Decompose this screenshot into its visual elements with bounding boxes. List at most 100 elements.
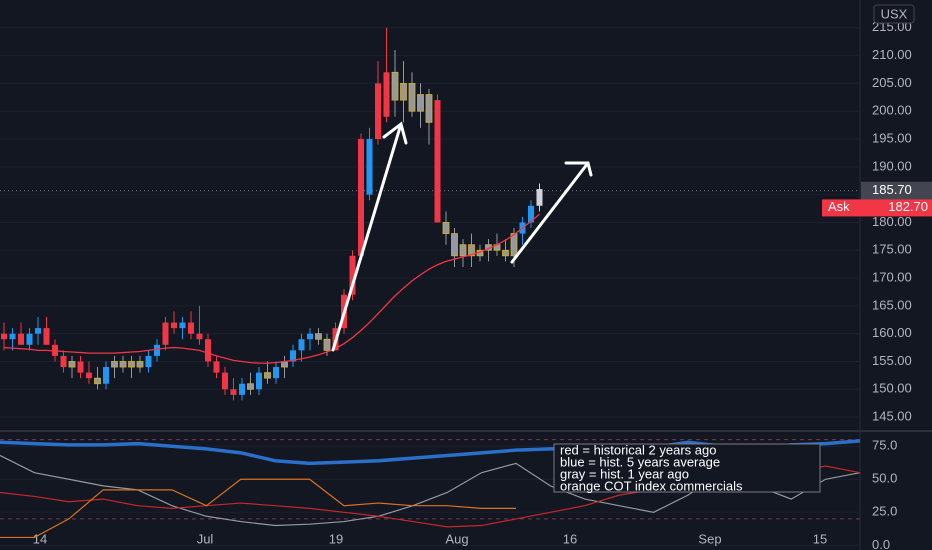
candle-body	[43, 328, 50, 345]
candle-body	[383, 72, 390, 117]
candle-body	[239, 383, 245, 395]
candle-body	[18, 333, 24, 345]
candle-body	[196, 333, 203, 340]
candle-body	[68, 361, 76, 368]
candle-body	[408, 83, 416, 112]
x-tick-label: 14	[33, 531, 47, 546]
candle-body	[26, 333, 33, 345]
price-line-box	[861, 181, 932, 200]
candle-body	[349, 255, 356, 295]
y-tick-label: 195.00	[872, 130, 912, 145]
candle-body	[256, 372, 262, 390]
candle-body	[528, 205, 534, 223]
candle-body	[451, 233, 458, 257]
candle-body	[119, 361, 127, 368]
indicator-line	[0, 478, 516, 539]
ask-label: 182.70	[888, 199, 928, 214]
candle-body	[136, 361, 144, 368]
candle-body	[171, 322, 177, 329]
y-tick-label: 170.00	[872, 270, 912, 285]
y-tick-label: 175.00	[872, 242, 912, 257]
candle-body	[273, 367, 279, 379]
candle-body	[1, 333, 7, 340]
x-tick-label: Jul	[197, 531, 214, 546]
candle-body	[205, 339, 211, 362]
candle-body	[315, 333, 322, 340]
y-tick-label: 25.0	[872, 504, 897, 519]
ask-name: Ask	[828, 199, 850, 214]
price-line-label: 185.70	[872, 182, 912, 197]
legend-entry: blue = hist. 5 years average	[560, 454, 720, 469]
price-labels: 185.70 Ask 182.70	[822, 181, 932, 217]
candle-body	[179, 322, 186, 329]
candle-body	[111, 361, 118, 368]
y-tick-label: 190.00	[872, 158, 912, 173]
legend-entry: orange COT index commercials	[560, 478, 743, 493]
y-tick-label: 205.00	[872, 75, 912, 90]
y-tick-label: 0.0	[872, 537, 890, 550]
y-tick-label: 210.00	[872, 47, 912, 62]
candle-body	[86, 372, 92, 379]
candle-body	[213, 361, 220, 373]
candle-body	[222, 372, 228, 390]
arrow	[510, 161, 593, 264]
candle-body	[400, 83, 407, 101]
arrows	[331, 121, 593, 352]
candle-body	[35, 328, 41, 334]
candle-body	[459, 244, 467, 257]
x-tick-label: 16	[563, 531, 577, 546]
candle-body	[375, 83, 381, 140]
x-tick-label: 15	[813, 531, 827, 546]
candle-body	[77, 361, 84, 373]
arrow	[331, 121, 408, 352]
x-tick-label: Aug	[445, 531, 468, 546]
candle-body	[188, 322, 194, 334]
y-tick-label: 150.00	[872, 381, 912, 396]
y-tick-label: 160.00	[872, 325, 912, 340]
symbol: USX	[881, 6, 908, 21]
candle-body	[230, 389, 237, 395]
candle-body	[417, 94, 424, 112]
y-tick-label: 165.00	[872, 297, 912, 312]
candle-body	[145, 355, 152, 368]
candle-body	[323, 338, 331, 351]
candle-body	[366, 139, 373, 195]
candle-body	[264, 372, 271, 379]
x-tick-label: Sep	[698, 531, 721, 546]
y-tick-label: 145.00	[872, 409, 912, 424]
candle-body	[442, 222, 450, 234]
y-tick-label: 200.00	[872, 103, 912, 118]
candle-body	[94, 377, 101, 385]
legend-entry: gray = hist. 1 year ago	[560, 466, 689, 481]
candle-body	[9, 333, 16, 340]
y-tick-label: 180.00	[872, 214, 912, 229]
candle-body	[247, 383, 254, 390]
candle-body	[434, 100, 441, 223]
candle-body	[162, 322, 169, 345]
candle-body	[298, 339, 305, 351]
y-tick-label: 155.00	[872, 353, 912, 368]
candle-body	[290, 350, 296, 362]
candle-body	[128, 361, 135, 368]
candle-body	[425, 94, 433, 123]
candle-body	[510, 233, 518, 257]
candle-body	[307, 333, 313, 340]
candle-body	[60, 355, 67, 368]
candle-body	[536, 189, 543, 206]
marks: 145.00 150.00 155.00 160.00 165.00 170.00 175.…	[0, 19, 932, 550]
y-tick-label: 50.0	[872, 471, 897, 486]
candle-body	[502, 249, 509, 257]
moving-average	[3, 213, 540, 364]
candle-body	[468, 244, 475, 257]
candle-body	[358, 139, 364, 256]
candle-body	[154, 344, 160, 356]
legend-entry: red = historical 2 years ago	[560, 442, 716, 457]
ask-box	[822, 199, 932, 217]
candle-body	[391, 71, 399, 101]
symbol-box	[873, 4, 915, 24]
y-tick-label: 75.0	[872, 438, 897, 453]
legend-box	[553, 443, 821, 493]
x-tick-label: 19	[329, 531, 343, 546]
